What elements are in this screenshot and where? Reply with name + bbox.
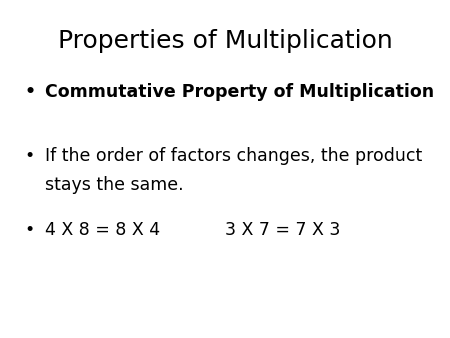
Text: •: •	[25, 83, 36, 101]
Text: Commutative Property of Multiplication: Commutative Property of Multiplication	[45, 83, 434, 101]
Text: •: •	[25, 221, 35, 239]
Text: If the order of factors changes, the product: If the order of factors changes, the pro…	[45, 147, 422, 165]
Text: •: •	[25, 147, 35, 165]
Text: stays the same.: stays the same.	[45, 176, 184, 194]
Text: Properties of Multiplication: Properties of Multiplication	[58, 29, 392, 53]
Text: 4 X 8 = 8 X 4: 4 X 8 = 8 X 4	[45, 221, 160, 239]
Text: 3 X 7 = 7 X 3: 3 X 7 = 7 X 3	[225, 221, 340, 239]
